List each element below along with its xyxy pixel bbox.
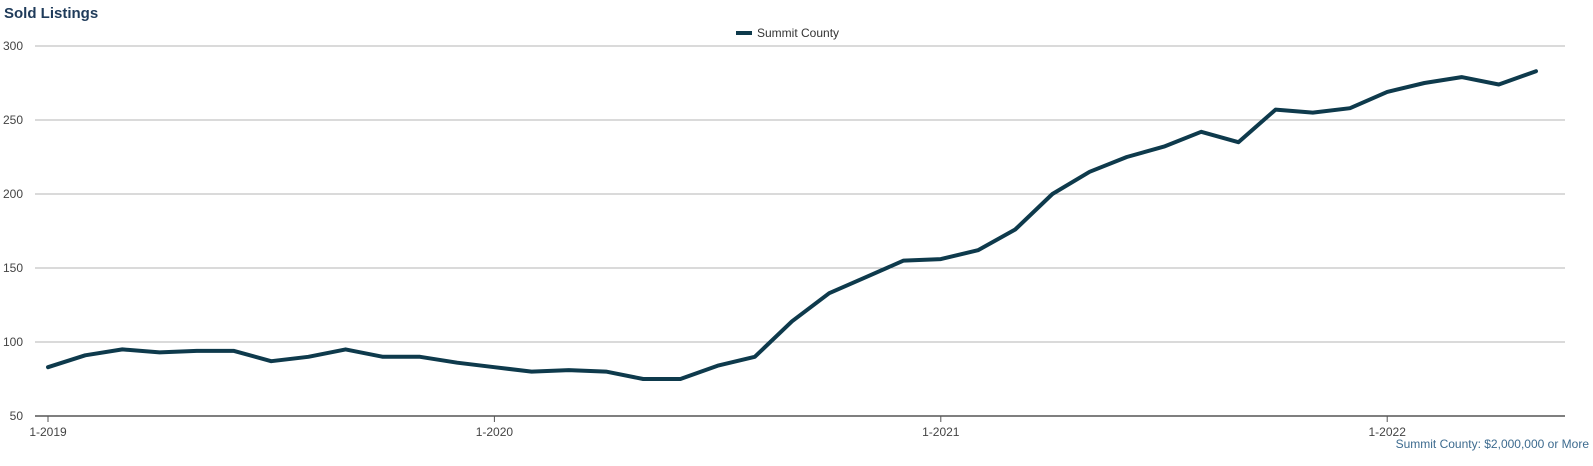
chart-title: Sold Listings bbox=[4, 5, 99, 22]
legend-swatch bbox=[736, 31, 752, 35]
footnote: Summit County: $2,000,000 or More bbox=[1395, 437, 1589, 451]
legend-label: Summit County bbox=[757, 26, 840, 40]
y-tick-label: 50 bbox=[10, 409, 24, 423]
x-tick-label: 1-2022 bbox=[1369, 425, 1407, 439]
legend[interactable]: Summit County bbox=[736, 26, 839, 40]
x-tick-label: 1-2020 bbox=[476, 425, 514, 439]
x-tick-label: 1-2019 bbox=[29, 425, 67, 439]
series-layer bbox=[46, 69, 1538, 381]
y-tick-label: 250 bbox=[3, 113, 23, 127]
y-tick-label: 150 bbox=[3, 261, 23, 275]
axes: 50 100 150 200 250 300 1-2019 1-2020 1-2021 1-202… bbox=[3, 39, 1565, 439]
gridlines bbox=[35, 45, 1565, 343]
y-tick-label: 300 bbox=[3, 39, 23, 53]
series-line[interactable] bbox=[46, 69, 1538, 381]
x-tick-label: 1-2021 bbox=[922, 425, 960, 439]
y-tick-label: 100 bbox=[3, 335, 23, 349]
y-tick-label: 200 bbox=[3, 187, 23, 201]
